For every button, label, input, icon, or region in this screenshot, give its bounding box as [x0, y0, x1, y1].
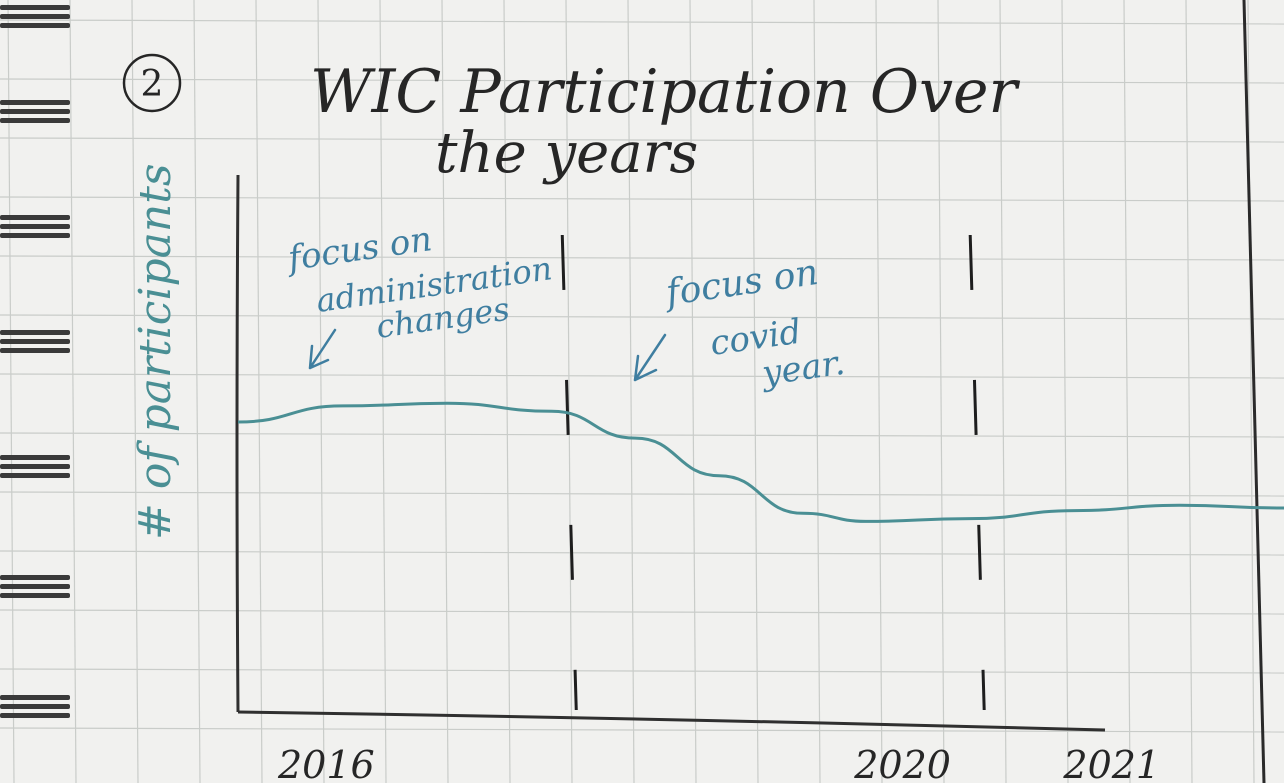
grid-line-h — [0, 137, 1284, 143]
page-edge — [1242, 0, 1266, 783]
grid-line-v — [503, 0, 511, 783]
page-number-circle — [122, 53, 182, 113]
grid-line-v — [751, 0, 759, 783]
grid-line-v — [627, 0, 635, 783]
grid-line-v — [69, 0, 77, 783]
grid-line-h — [0, 609, 1284, 615]
y-axis-label: # of participants — [130, 163, 181, 540]
grid-line-v — [813, 0, 821, 783]
x-axis — [237, 710, 1106, 732]
grid-line-v — [7, 0, 15, 783]
grid-line-v — [937, 0, 945, 783]
grid-line-v — [1185, 0, 1193, 783]
spiral-ring — [0, 713, 70, 718]
spiral-ring — [0, 100, 70, 105]
grid-line-v — [1123, 0, 1131, 783]
annotation-2-arrow-icon — [633, 333, 667, 382]
grid-line-h — [0, 19, 1284, 25]
grid-line-v — [1061, 0, 1069, 783]
grid-line-h — [0, 255, 1284, 261]
grid-line-h — [0, 550, 1284, 556]
spiral-ring — [0, 215, 70, 220]
grid-line-v — [999, 0, 1007, 783]
x-tick-label-2020: 2020 — [853, 743, 951, 783]
spiral-ring — [0, 339, 70, 344]
grid-line-v — [131, 0, 139, 783]
spiral-ring — [0, 330, 70, 335]
grid-line-h — [0, 668, 1284, 674]
spiral-binding — [0, 5, 70, 718]
annotation-2-line-1: focus on — [661, 252, 821, 314]
spiral-ring — [0, 14, 70, 19]
spiral-ring — [0, 109, 70, 114]
grid-line-h — [0, 727, 1284, 733]
spiral-ring — [0, 118, 70, 123]
y-axis — [235, 174, 240, 713]
spiral-ring — [0, 464, 70, 469]
spiral-ring — [0, 455, 70, 460]
spiral-ring — [0, 348, 70, 353]
series-layer — [237, 401, 1284, 523]
spiral-ring — [0, 5, 70, 10]
vertical-markers — [560, 234, 986, 711]
chart-title-line1: WIC Participation Over — [310, 57, 1020, 127]
spiral-ring — [0, 473, 70, 478]
annotation-covid: focus on covid year. — [633, 252, 847, 394]
vertical-marker — [968, 234, 986, 711]
grid-line-h — [0, 314, 1284, 320]
x-tick-label-2016: 2016 — [277, 743, 375, 783]
grid-line-v — [441, 0, 449, 783]
grid-line-h — [0, 432, 1284, 438]
spiral-ring — [0, 233, 70, 238]
grid-line-v — [193, 0, 201, 783]
grid-line-v — [317, 0, 325, 783]
spiral-ring — [0, 23, 70, 28]
spiral-ring — [0, 224, 70, 229]
spiral-ring — [0, 584, 70, 589]
grid-line-v — [565, 0, 573, 783]
grid-line-h — [0, 78, 1284, 84]
spiral-ring — [0, 575, 70, 580]
grid-line-v — [1247, 0, 1255, 783]
x-tick-labels: 2016 2020 2021 — [277, 743, 1160, 783]
grid-line-h — [0, 491, 1284, 497]
page-number: 2 — [141, 64, 164, 105]
annotation-1-arrow-icon — [308, 328, 337, 370]
grid-line-v — [875, 0, 883, 783]
grid-line-v — [255, 0, 263, 783]
x-tick-label-2021: 2021 — [1062, 743, 1160, 783]
spiral-ring — [0, 704, 70, 709]
spiral-ring — [0, 593, 70, 598]
chart-title-line2: the years — [435, 121, 698, 186]
spiral-ring — [0, 695, 70, 700]
grid-line-v — [379, 0, 387, 783]
series-line — [237, 401, 1284, 523]
grid-line-v — [689, 0, 697, 783]
grid-line-h — [0, 196, 1284, 202]
annotation-administration: focus on administration changes — [283, 219, 554, 370]
